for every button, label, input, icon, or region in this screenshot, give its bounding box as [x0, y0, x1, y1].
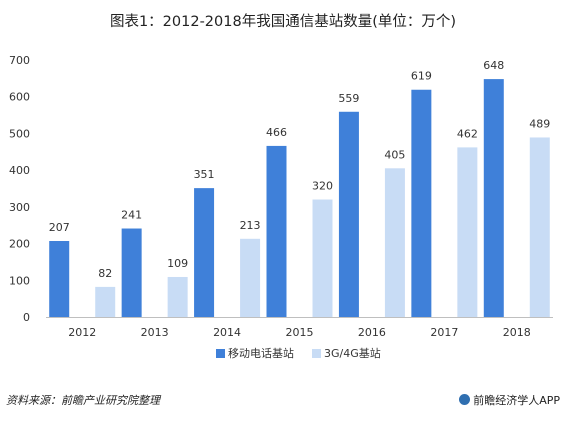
data-label: 462 [457, 127, 478, 140]
bar-3g4g-base-station [95, 286, 116, 317]
data-label: 351 [194, 168, 215, 181]
legend-label: 3G/4G基站 [324, 346, 381, 360]
x-tick-label: 2014 [213, 326, 241, 339]
data-label: 619 [411, 70, 432, 83]
brand-name: 前瞻经济学人APP [473, 394, 560, 407]
data-label: 241 [121, 209, 142, 222]
x-tick-label: 2018 [503, 326, 531, 339]
bar-3g4g-base-station [240, 238, 261, 317]
x-tick-label: 2016 [358, 326, 386, 339]
x-tick-label: 2015 [286, 326, 314, 339]
bar-3g4g-base-station [384, 168, 405, 317]
y-tick-label: 700 [9, 54, 30, 67]
data-label: 648 [483, 59, 504, 72]
bars [49, 79, 550, 317]
data-label: 466 [266, 126, 287, 139]
footer: 资料来源：前瞻产业研究院整理 前瞻经济学人APP [6, 392, 560, 410]
y-tick-label: 300 [9, 201, 30, 214]
y-tick-label: 500 [9, 127, 30, 140]
data-label: 207 [49, 221, 70, 234]
bar-mobile-base-station [49, 241, 70, 317]
x-tick-label: 2017 [430, 326, 458, 339]
y-tick-label: 0 [23, 311, 30, 324]
legend-label: 移动电话基站 [228, 346, 294, 360]
data-label: 109 [167, 257, 188, 270]
legend-swatch [216, 349, 225, 358]
bar-mobile-base-station [483, 79, 504, 317]
y-tick-label: 400 [9, 164, 30, 177]
x-axis: 2012 2013 2014 2015 2016 2017 2018 [46, 317, 553, 339]
brand-logo-icon [459, 394, 471, 405]
data-labels: 207 82 241 109 351 213 466 320 559 405 619 462 648 48… [49, 59, 551, 280]
source-note: 资料来源：前瞻产业研究院整理 [6, 394, 160, 407]
y-tick-label: 100 [9, 274, 30, 287]
y-axis: 0 100 200 300 400 500 600 700 [9, 54, 30, 324]
x-tick-label: 2013 [141, 326, 169, 339]
legend-swatch [312, 349, 321, 358]
y-tick-label: 200 [9, 238, 30, 251]
data-label: 82 [98, 267, 112, 280]
bar-3g4g-base-station [312, 199, 333, 317]
bar-chart: 图表1：2012-2018年我国通信基站数量(单位：万个) 0 100 200 300… [9, 13, 553, 360]
bar-3g4g-base-station [529, 137, 550, 317]
data-label: 320 [312, 180, 333, 193]
data-label: 489 [529, 117, 550, 130]
bar-3g4g-base-station [457, 147, 478, 317]
chart-title: 图表1：2012-2018年我国通信基站数量(单位：万个) [110, 13, 456, 30]
bar-mobile-base-station [194, 188, 215, 317]
x-tick-label: 2012 [68, 326, 96, 339]
bar-mobile-base-station [338, 111, 359, 317]
bar-mobile-base-station [266, 145, 287, 317]
legend: 移动电话基站 3G/4G基站 [216, 346, 381, 360]
data-label: 559 [338, 92, 359, 105]
bar-3g4g-base-station [167, 276, 188, 317]
brand: 前瞻经济学人APP [459, 392, 560, 408]
y-tick-label: 600 [9, 91, 30, 104]
bar-mobile-base-station [411, 89, 432, 317]
data-label: 405 [384, 148, 405, 161]
data-label: 213 [240, 219, 261, 232]
bar-mobile-base-station [121, 228, 142, 317]
